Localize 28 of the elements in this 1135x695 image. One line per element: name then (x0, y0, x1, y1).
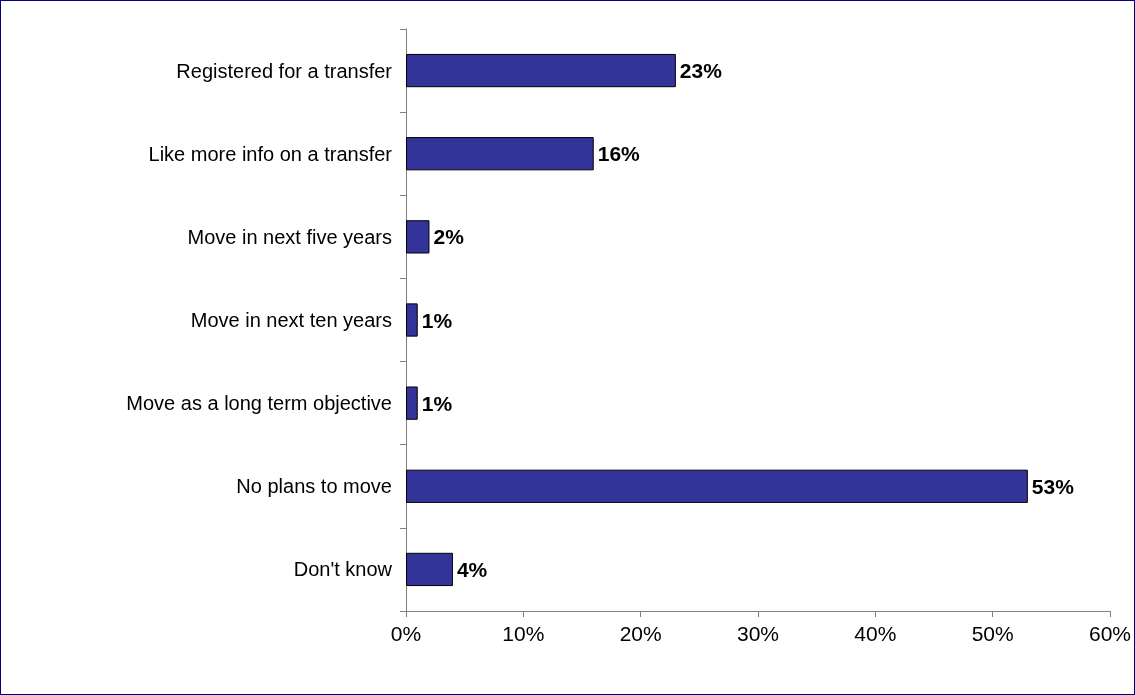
data-label: 4% (456, 557, 488, 581)
x-tick-label: 0% (390, 622, 422, 645)
x-tick-label: 20% (619, 622, 662, 645)
data-label: 16% (597, 142, 641, 166)
bar (406, 303, 418, 337)
y-tick-label: Don't know (293, 558, 393, 581)
x-tick-label: 60% (1088, 622, 1131, 645)
x-tick-label: 30% (736, 622, 780, 645)
bar (406, 220, 430, 254)
y-tick-label: No plans to move (236, 475, 392, 498)
bar (406, 552, 453, 587)
y-tick-label: Move in next ten years (190, 309, 392, 331)
y-tick-label: Like more info on a transfer (148, 142, 393, 165)
x-tick-label: 10% (502, 622, 545, 645)
y-tick-label: Registered for a transfer (176, 59, 393, 82)
bar (406, 469, 1028, 503)
x-tick-label: 40% (854, 622, 897, 645)
data-label: 2% (433, 225, 465, 249)
y-tick-label: Move as a long term objective (126, 392, 392, 415)
data-label: 53% (1031, 474, 1075, 498)
x-tick-label: 50% (971, 622, 1014, 645)
bar (406, 137, 594, 171)
data-label: 23% (679, 59, 723, 83)
bar (406, 53, 676, 88)
data-label: 1% (421, 391, 453, 415)
bar (406, 386, 418, 420)
y-tick-label: Move in next five years (187, 225, 392, 248)
data-label: 1% (421, 308, 453, 332)
